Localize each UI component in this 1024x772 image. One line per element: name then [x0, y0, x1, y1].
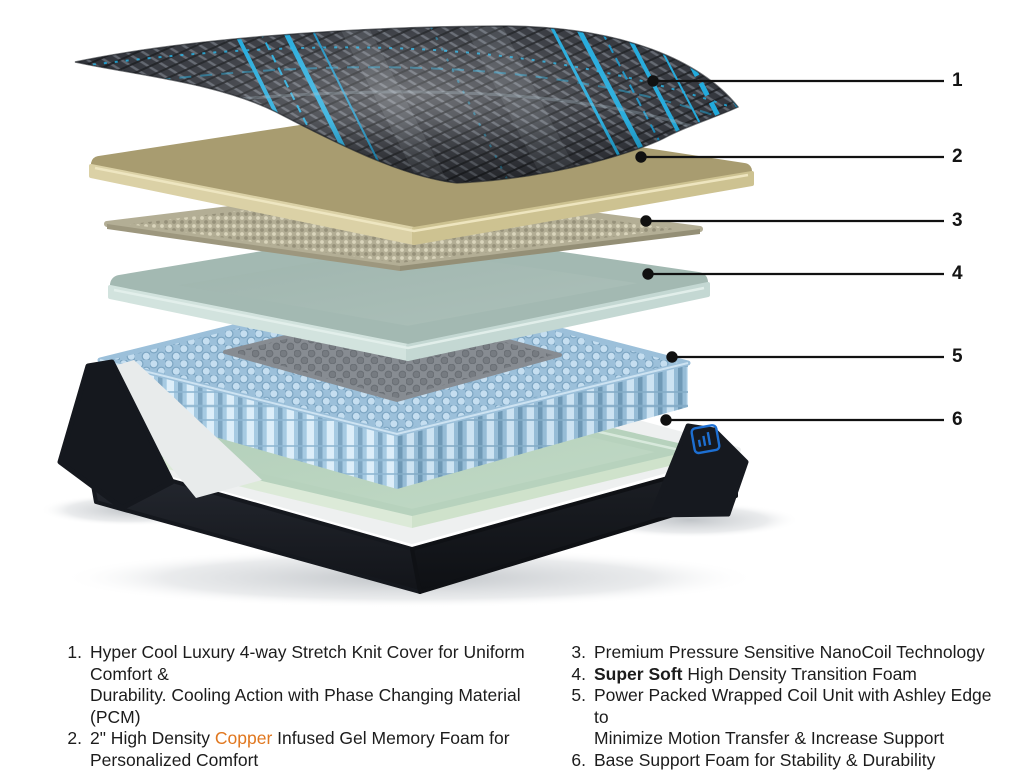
callout-number-1: 1: [952, 70, 963, 91]
callout-line-1: [647, 75, 944, 87]
ashley-mark-icon: [690, 424, 721, 455]
legend-item-number: 6.: [571, 749, 586, 770]
legend-item-text: Super Soft High Density Transition Foam: [594, 663, 917, 684]
callout-lines: [635, 75, 944, 426]
legend-item-5: 5. Power Packed Wrapped Coil Unit with A…: [562, 685, 1002, 750]
legend-item-number: 1.: [67, 642, 82, 662]
callout-line-3: [640, 215, 944, 227]
callout-line-2: [635, 151, 944, 163]
legend-item-text: 2" High Density Copper Infused Gel Memor…: [90, 728, 510, 770]
legend-item-2: 2. 2" High Density Copper Infused Gel Me…: [58, 728, 558, 771]
callout-number-4: 4: [952, 263, 963, 284]
callout-line-5: [666, 351, 944, 363]
legend-item-number: 4.: [571, 663, 586, 684]
mattress-exploded-diagram: [40, 25, 944, 608]
legend-column-right: 3. Premium Pressure Sensitive NanoCoil T…: [562, 642, 1002, 772]
legend-item-text: Premium Pressure Sensitive NanoCoil Tech…: [594, 642, 985, 662]
callout-number-3: 3: [952, 210, 963, 231]
legend-column-left: 1. Hyper Cool Luxury 4-way Stretch Knit …: [58, 642, 558, 772]
callout-number-2: 2: [952, 146, 963, 167]
callout-number-6: 6: [952, 409, 963, 430]
legend-item-number: 2.: [67, 728, 82, 749]
callout-line-4: [642, 268, 944, 280]
legend-item-number: 5.: [571, 685, 586, 706]
legend-item-text: Power Packed Wrapped Coil Unit with Ashl…: [594, 685, 992, 749]
legend-item-number: 3.: [571, 642, 586, 662]
legend-item-1: 1. Hyper Cool Luxury 4-way Stretch Knit …: [58, 642, 558, 728]
legend-item-text: Hyper Cool Luxury 4-way Stretch Knit Cov…: [90, 642, 525, 727]
legend-item-text: Base Support Foam for Stability & Durabi…: [594, 749, 936, 770]
legend-item-6: 6. Base Support Foam for Stability & Dur…: [562, 750, 1002, 772]
legend-item-4: 4. Super Soft High Density Transition Fo…: [562, 664, 1002, 686]
base-corner-trim: [57, 359, 749, 518]
callout-number-5: 5: [952, 346, 963, 367]
callout-line-6: [660, 414, 944, 426]
layer-transition-foam: [108, 228, 710, 361]
legend-item-3: 3. Premium Pressure Sensitive NanoCoil T…: [562, 642, 1002, 664]
